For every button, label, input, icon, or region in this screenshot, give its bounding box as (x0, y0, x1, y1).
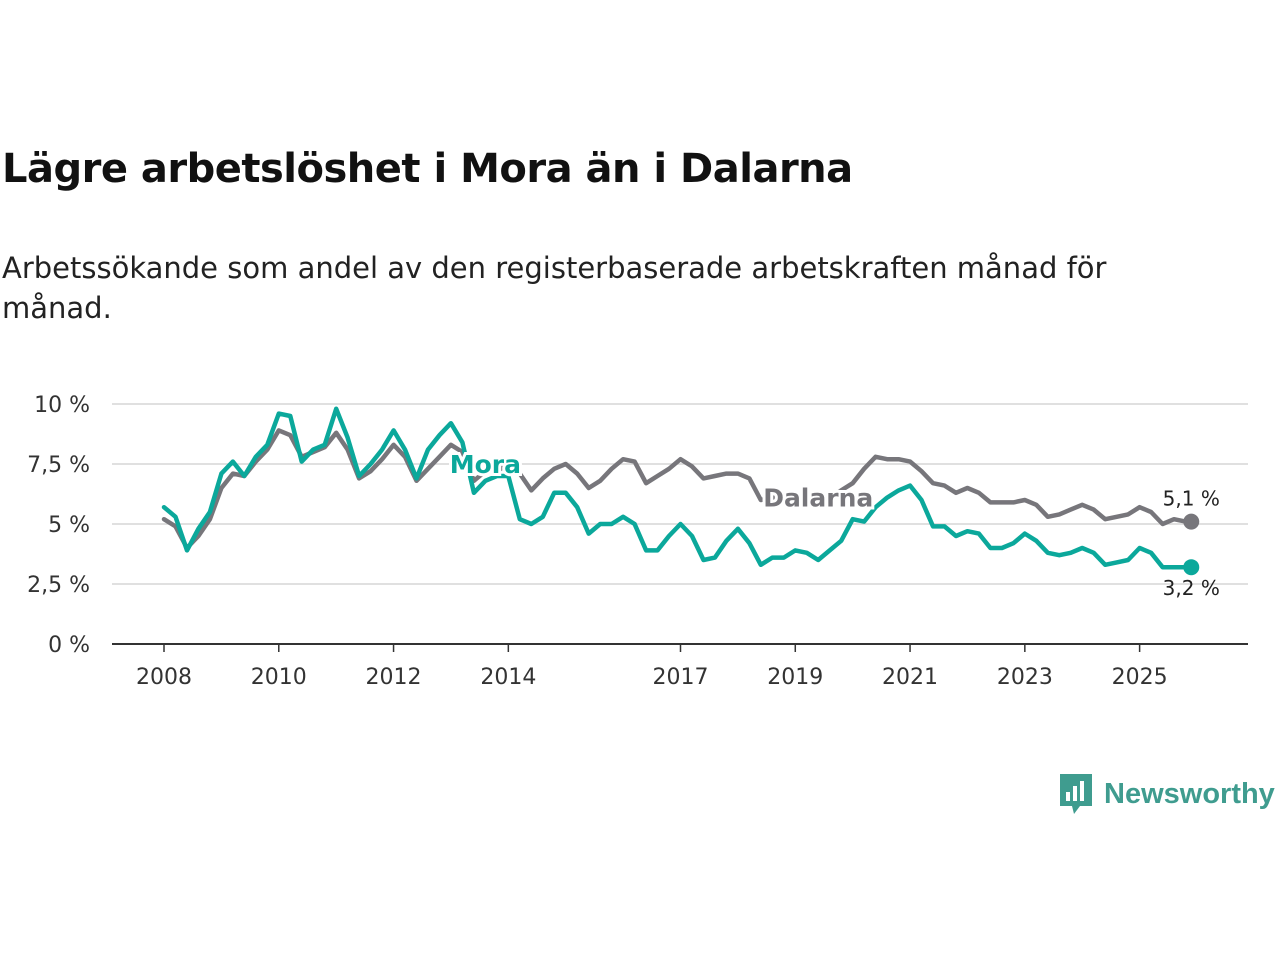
y-tick-label: 5 % (48, 513, 90, 538)
x-tick-label: 2023 (997, 665, 1053, 690)
brand-name: Newsworthy (1104, 777, 1275, 810)
chart-title: Lägre arbetslöshet i Mora än i Dalarna (2, 146, 853, 192)
x-tick-label: 2019 (767, 665, 823, 690)
x-tick-label: 2008 (136, 665, 192, 690)
y-axis-ticks: 0 % 2,5 % 5 % 7,5 % 10 % (27, 393, 90, 658)
x-tick-label: 2017 (653, 665, 709, 690)
y-tick-label: 2,5 % (27, 573, 90, 598)
x-tick-label: 2025 (1112, 665, 1168, 690)
gridlines (112, 403, 1248, 585)
end-point-mora (1183, 559, 1200, 576)
series-lines (161, 406, 1200, 576)
end-label-dalarna: 5,1 % (1163, 487, 1220, 511)
x-axis: 2008 2010 2012 2014 2017 2019 2021 2023 2025 (112, 643, 1248, 690)
x-tick-label: 2012 (366, 665, 422, 690)
series-label-dalarna: Dalarna (763, 484, 873, 513)
y-tick-label: 10 % (34, 393, 90, 418)
line-chart: 0 % 2,5 % 5 % 7,5 % 10 % 2008 2010 2012 2014 201… (27, 393, 1248, 690)
series-line-dalarna (161, 428, 1194, 551)
series-label-mora: Mora (450, 450, 521, 479)
newsworthy-logo: Newsworthy (1058, 772, 1275, 816)
end-point-dalarna (1183, 513, 1200, 530)
series-labels: 5,1 % 3,2 % Mora Dalarna (447, 447, 1220, 600)
x-tick-label: 2010 (251, 665, 307, 690)
x-tick-label: 2014 (480, 665, 536, 690)
y-tick-label: 0 % (48, 633, 90, 658)
x-tick-label: 2021 (882, 665, 938, 690)
y-tick-label: 7,5 % (27, 453, 90, 478)
chart-subtitle: Arbetssökande som andel av den registerb… (2, 251, 1107, 325)
bar-chart-speech-bubble-icon (1060, 774, 1092, 814)
end-label-mora: 3,2 % (1163, 576, 1220, 600)
series-line-mora (161, 406, 1194, 570)
